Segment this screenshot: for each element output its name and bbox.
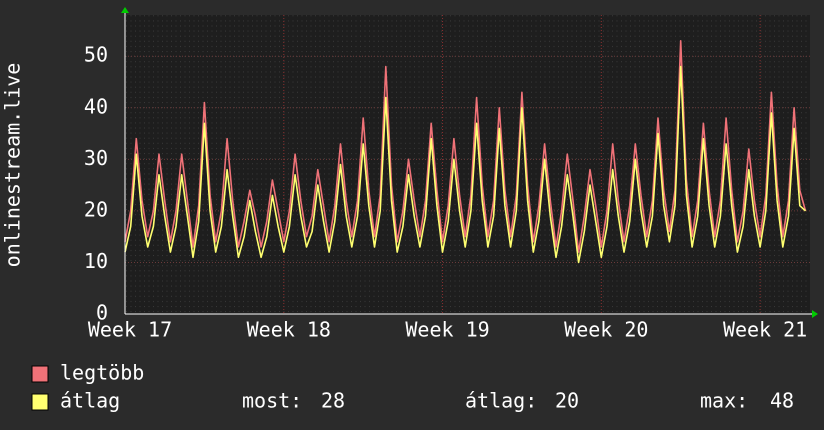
stat-label: most: <box>242 389 302 413</box>
y-tick-label: 0 <box>96 301 108 325</box>
x-tick-label: Week 18 <box>247 318 331 342</box>
series-lines <box>124 40 807 264</box>
x-tick-label: Week 21 <box>723 318 807 342</box>
x-axis-arrow <box>812 310 818 318</box>
x-tick-label: Week 20 <box>564 318 648 342</box>
y-axis-label: onlinestream.live <box>1 63 25 268</box>
stat-value: 20 <box>555 389 579 413</box>
legend-label: átlag <box>60 389 120 413</box>
y-tick-label: 10 <box>84 249 108 273</box>
stat-value: 28 <box>321 389 345 413</box>
x-tick-label: Week 19 <box>405 318 489 342</box>
legend-swatch <box>31 365 49 383</box>
y-tick-label: 50 <box>84 43 108 67</box>
legend: legtöbb átlag most: 28 átlag: 20 max: 48 <box>31 361 794 413</box>
legend-label: legtöbb <box>60 361 144 385</box>
stat-value: 48 <box>770 389 794 413</box>
y-tick-label: 40 <box>84 94 108 118</box>
legend-swatch <box>31 393 49 411</box>
series-line <box>124 40 807 253</box>
y-tick-label: 30 <box>84 146 108 170</box>
stat-label: átlag: <box>465 389 537 413</box>
stat-label: max: <box>700 389 748 413</box>
series-line <box>124 65 807 264</box>
y-tick-label: 20 <box>84 197 108 221</box>
y-axis-arrow <box>121 7 129 13</box>
plot-area <box>125 15 810 314</box>
x-tick-label: Week 17 <box>88 318 172 342</box>
